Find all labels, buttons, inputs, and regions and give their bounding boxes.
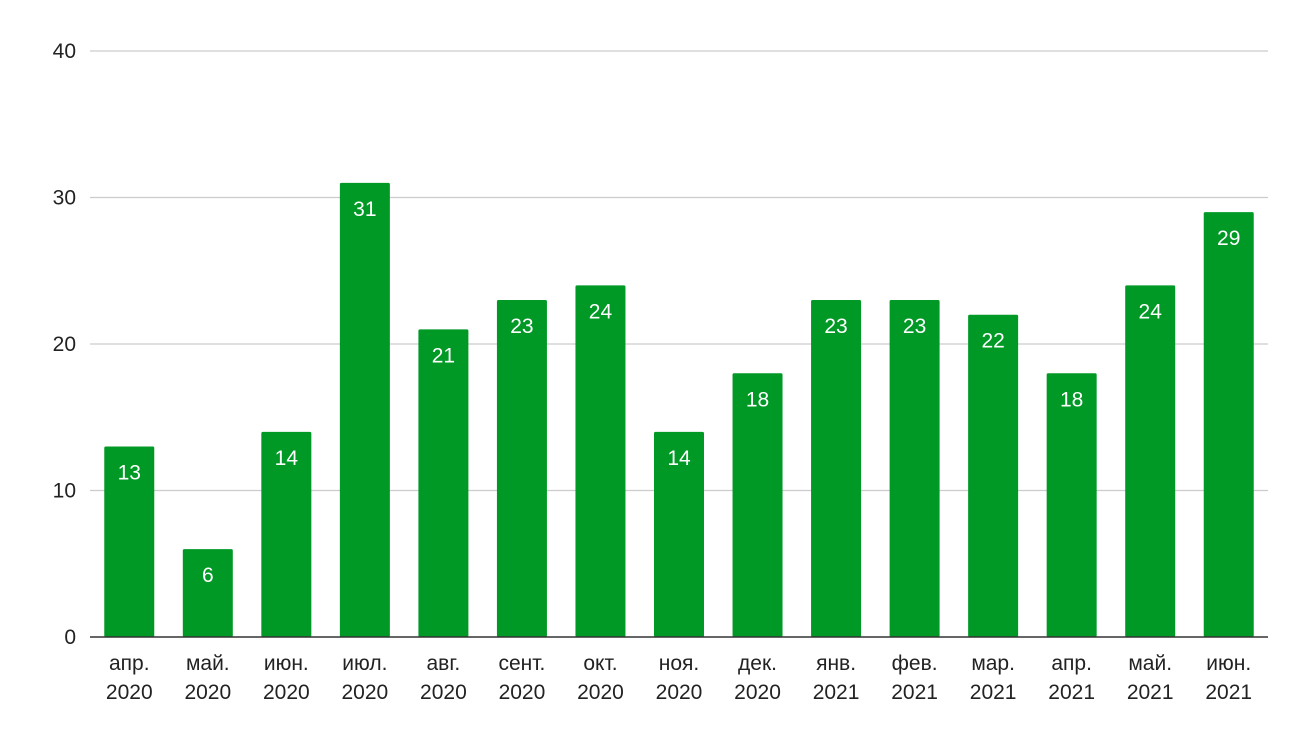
- y-tick-label: 0: [64, 626, 76, 649]
- x-tick-label-year: 2021: [970, 681, 1017, 704]
- x-tick-label-year: 2020: [577, 681, 624, 704]
- x-tick-label-year: 2021: [891, 681, 938, 704]
- x-tick-label-month: июн.: [1206, 652, 1251, 675]
- y-tick-label: 40: [53, 40, 76, 63]
- x-tick-label-year: 2020: [656, 681, 703, 704]
- x-tick-label-year: 2020: [263, 681, 310, 704]
- bar: [889, 300, 940, 637]
- x-tick-label-month: апр.: [109, 652, 150, 675]
- bar: [104, 446, 155, 637]
- bar: [1046, 373, 1097, 637]
- bar-value-label: 22: [981, 330, 1004, 353]
- bar-value-label: 21: [432, 344, 455, 367]
- bar: [261, 431, 312, 637]
- bar-value-label: 24: [589, 300, 613, 323]
- bar-value-label: 23: [903, 315, 926, 338]
- x-tick-label-year: 2021: [1205, 681, 1252, 704]
- x-tick-label-month: сент.: [498, 652, 545, 675]
- x-tick-label-year: 2021: [1127, 681, 1174, 704]
- bar-value-label: 14: [667, 447, 691, 470]
- x-tick-label-month: авг.: [427, 652, 461, 675]
- x-tick-label-year: 2020: [184, 681, 231, 704]
- x-tick-label-year: 2020: [734, 681, 781, 704]
- y-tick-label: 20: [53, 333, 76, 356]
- x-tick-label-year: 2020: [106, 681, 153, 704]
- bar: [496, 300, 547, 637]
- x-tick-label-month: апр.: [1051, 652, 1092, 675]
- x-tick-label-month: май.: [186, 652, 230, 675]
- bar: [811, 300, 862, 637]
- x-tick-label-month: фев.: [892, 652, 938, 675]
- bar-value-label: 31: [353, 198, 376, 221]
- y-tick-label: 30: [53, 187, 76, 210]
- x-tick-label-year: 2020: [499, 681, 546, 704]
- bar: [182, 549, 233, 637]
- bar-value-label: 24: [1139, 300, 1163, 323]
- bar-value-label: 6: [202, 564, 214, 587]
- bar: [1203, 212, 1254, 637]
- x-tick-label-month: июн.: [264, 652, 309, 675]
- bar-value-label: 13: [118, 462, 141, 485]
- x-tick-label-year: 2021: [813, 681, 860, 704]
- x-tick-label-month: ноя.: [659, 652, 699, 675]
- y-tick-label: 10: [53, 480, 76, 503]
- x-tick-label-year: 2021: [1048, 681, 1095, 704]
- bar-value-label: 23: [510, 315, 533, 338]
- bar: [1125, 285, 1176, 637]
- bar-value-label: 14: [275, 447, 299, 470]
- bar: [732, 373, 783, 637]
- x-tick-label-year: 2020: [342, 681, 389, 704]
- bar-value-label: 23: [824, 315, 847, 338]
- x-tick-label-month: дек.: [738, 652, 777, 675]
- bar-value-label: 18: [746, 388, 769, 411]
- bar: [418, 329, 469, 637]
- bar: [968, 314, 1019, 637]
- x-tick-label-month: май.: [1128, 652, 1172, 675]
- bar-value-label: 18: [1060, 388, 1083, 411]
- x-tick-label-month: мар.: [971, 652, 1015, 675]
- x-tick-label-month: июл.: [342, 652, 387, 675]
- bar-value-label: 29: [1217, 227, 1240, 250]
- x-tick-label-month: янв.: [816, 652, 856, 675]
- bar: [339, 182, 390, 637]
- bar: [575, 285, 626, 637]
- x-tick-label-year: 2020: [420, 681, 467, 704]
- bar: [654, 431, 704, 637]
- x-tick-label-month: окт.: [583, 652, 617, 675]
